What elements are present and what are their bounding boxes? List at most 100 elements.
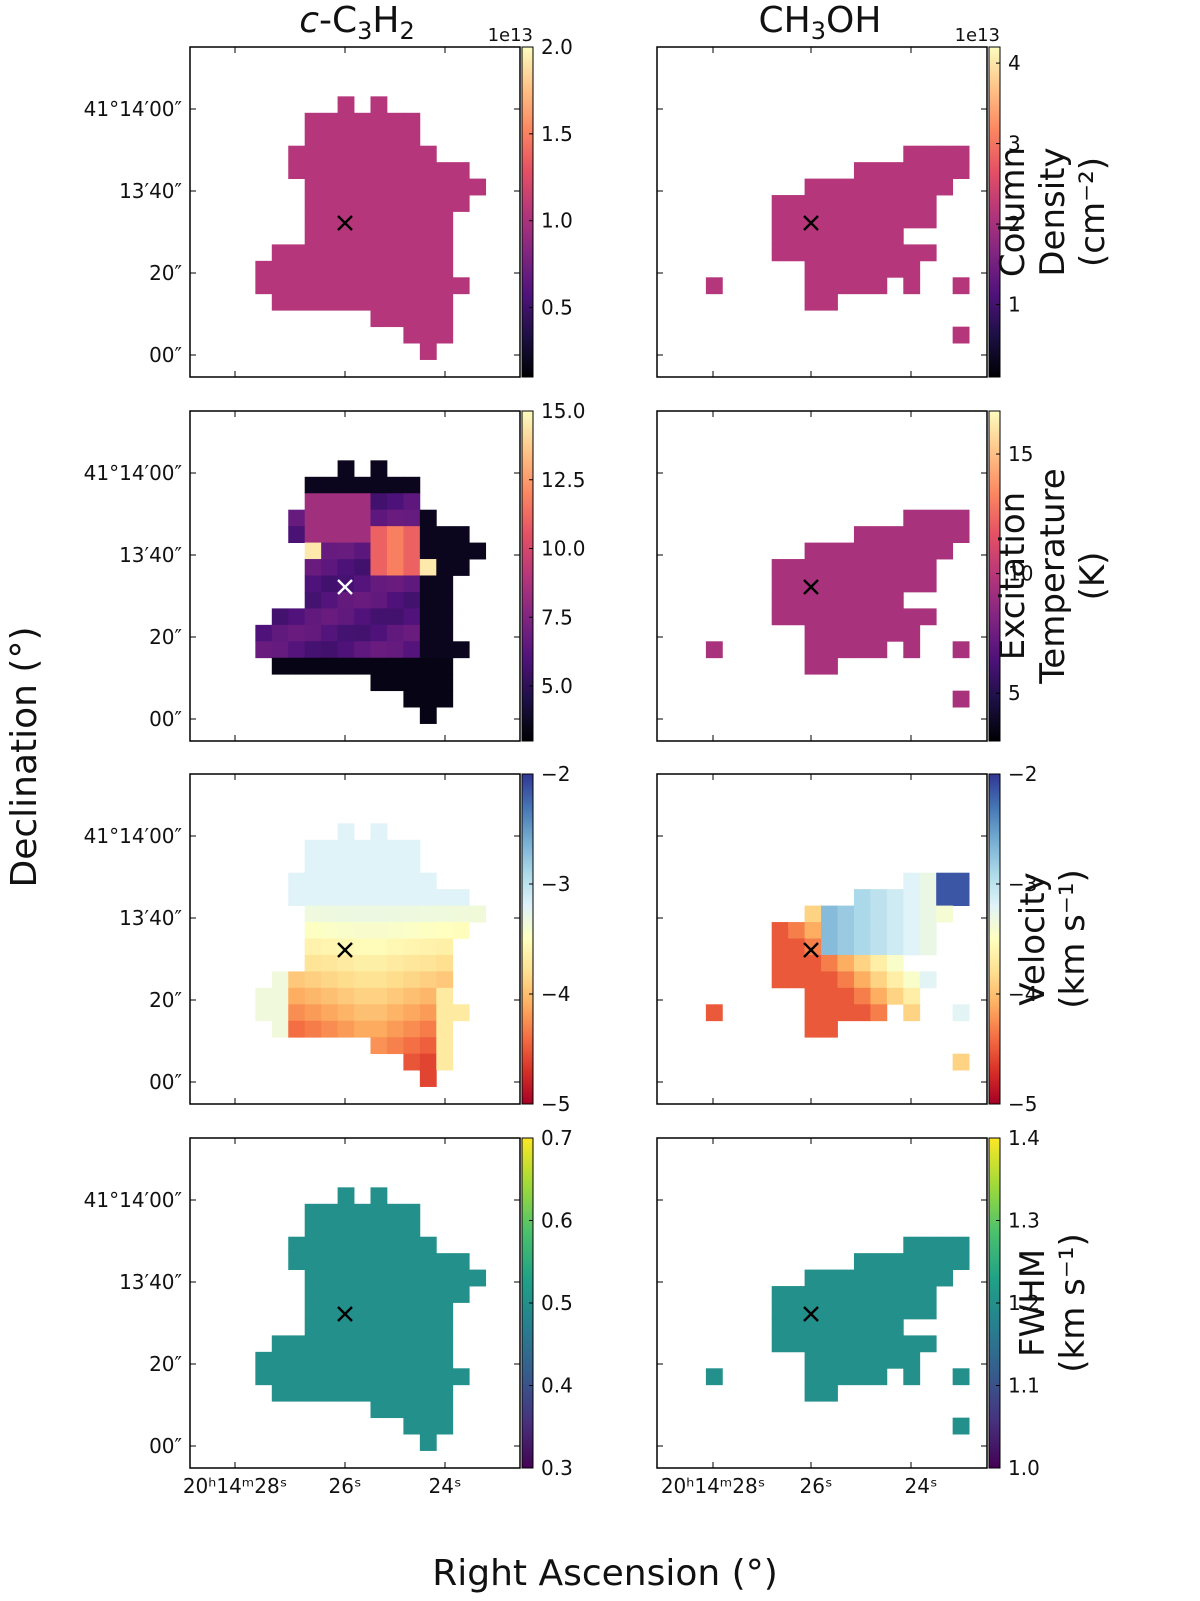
heatmap-cell <box>837 905 855 923</box>
heatmap-cell <box>354 1253 371 1270</box>
heatmap-cell <box>354 129 371 147</box>
heatmap-cell <box>837 1269 855 1287</box>
heatmap-cell <box>354 922 371 939</box>
heatmap-cell <box>337 460 355 478</box>
heatmap-cell <box>853 260 871 278</box>
heatmap-cell <box>853 559 871 576</box>
heatmap-cell <box>804 608 822 626</box>
heatmap-cell <box>321 971 338 989</box>
x-tick-label-left-26s: 26ˢ <box>329 1474 362 1498</box>
heatmap-cell <box>804 905 822 923</box>
heatmap-cell <box>788 244 805 262</box>
heatmap-cell <box>853 211 871 229</box>
heatmap-cell <box>886 211 904 229</box>
heatmap-cell <box>919 938 937 956</box>
heatmap-cell <box>403 1203 421 1221</box>
heatmap-cell <box>821 922 838 939</box>
heatmap-cell <box>304 293 322 311</box>
heatmap-cell <box>386 310 404 328</box>
heatmap-cell <box>903 260 921 278</box>
y-tick-label: 20″ <box>149 261 182 285</box>
heatmap-cell <box>837 277 855 295</box>
heatmap-cell <box>354 1384 371 1402</box>
heatmap-cell <box>304 178 322 196</box>
heatmap-cell <box>304 1384 322 1402</box>
colorbar-tick-label: −4 <box>541 982 570 1006</box>
heatmap-cell <box>804 591 822 609</box>
heatmap-cell <box>354 293 371 311</box>
colorbar-tick-label: 0.5 <box>541 1291 573 1315</box>
heatmap-cell <box>804 1368 822 1386</box>
heatmap-cell <box>853 624 871 642</box>
heatmap-cell <box>271 277 289 295</box>
heatmap-cell <box>321 575 338 593</box>
heatmap-cell <box>337 823 355 841</box>
heatmap-cell <box>886 624 904 642</box>
heatmap-cell <box>337 293 355 311</box>
heatmap-cell <box>419 624 437 642</box>
heatmap-cell <box>370 872 388 890</box>
heatmap-cell <box>386 227 404 245</box>
heatmap-cell <box>771 591 789 609</box>
heatmap-cell <box>853 526 871 543</box>
heatmap-cell <box>337 526 355 543</box>
heatmap-cell <box>337 1020 355 1038</box>
heatmap-cell <box>870 1253 888 1270</box>
heatmap-cell <box>452 905 470 923</box>
heatmap-cell <box>804 954 822 972</box>
colorbar-exponent: 1e13 <box>955 25 1000 46</box>
heatmap-cell <box>837 608 855 626</box>
heatmap-cell <box>886 162 904 179</box>
row-label-line: (km s⁻¹) <box>1053 869 1093 1008</box>
y-tick-label: 00″ <box>149 707 182 731</box>
heatmap-cell <box>903 145 921 163</box>
heatmap-cell <box>403 1351 421 1369</box>
heatmap-cell <box>886 608 904 626</box>
heatmap-cell <box>771 1335 789 1353</box>
heatmap-cell <box>903 162 921 179</box>
heatmap-cell <box>271 1020 289 1038</box>
heatmap-cell <box>403 493 421 511</box>
heatmap-cell <box>403 641 421 659</box>
peak-marker <box>337 215 353 231</box>
heatmap-cell <box>386 526 404 543</box>
heatmap-cell <box>419 591 437 609</box>
heatmap-cell <box>321 839 338 857</box>
colorbar-tick-label: 1.1 <box>1008 1374 1040 1398</box>
heatmap-cell <box>771 1318 789 1336</box>
heatmap-cell <box>436 1335 454 1353</box>
heatmap-cell <box>271 624 289 642</box>
heatmap-cell <box>370 575 388 593</box>
heatmap-cell <box>936 145 954 163</box>
heatmap-cell <box>304 1318 322 1336</box>
heatmap-cell <box>255 641 273 659</box>
heatmap-cell <box>386 1401 404 1419</box>
heatmap-cell <box>436 1368 454 1386</box>
heatmap-cell <box>870 559 888 576</box>
heatmap-cell <box>288 641 306 659</box>
heatmap-cell <box>370 905 388 923</box>
heatmap-cell <box>436 1004 454 1022</box>
heatmap-cell <box>304 657 322 675</box>
heatmap-cell <box>804 971 822 989</box>
heatmap-cell <box>354 542 371 560</box>
heatmap-cell <box>419 707 437 724</box>
heatmap-cell <box>771 211 789 229</box>
heatmap-cell <box>452 1253 470 1270</box>
heatmap-cell <box>386 1253 404 1270</box>
heatmap-cell <box>271 1368 289 1386</box>
heatmap-cell <box>337 971 355 989</box>
heatmap-cell <box>419 1269 437 1287</box>
heatmap-cell <box>952 145 970 163</box>
title-base: -C <box>319 0 357 41</box>
colorbar <box>521 46 534 378</box>
heatmap-cell <box>370 460 388 478</box>
heatmap-cell <box>354 526 371 543</box>
heatmap-cell <box>919 1302 937 1320</box>
heatmap-cell <box>903 1236 921 1254</box>
heatmap-cell <box>919 905 937 923</box>
y-tick-label: 20″ <box>149 988 182 1012</box>
heatmap-cell <box>436 1401 454 1419</box>
heatmap-cell <box>288 1368 306 1386</box>
heatmap-cell <box>354 839 371 857</box>
